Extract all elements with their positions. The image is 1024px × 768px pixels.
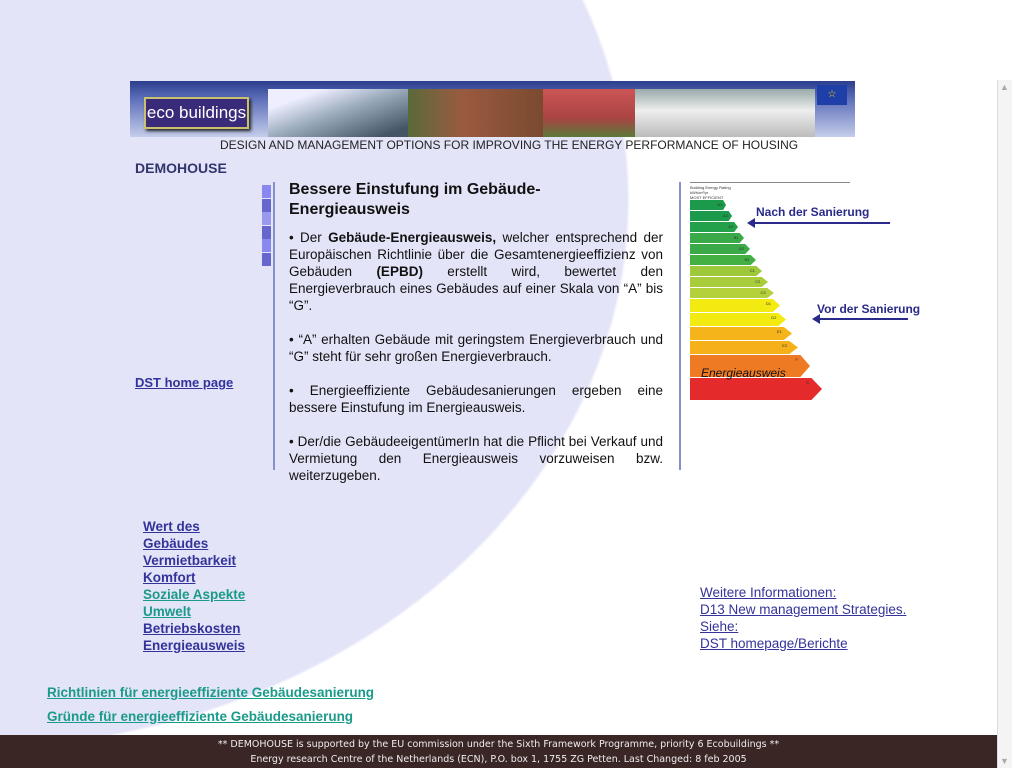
more-info: Weitere Informationen: D13 New managemen…: [700, 584, 940, 652]
rating-bar-B2: B2: [690, 244, 750, 254]
rating-grade: E1: [776, 329, 782, 334]
info-link[interactable]: DST homepage/Berichte: [700, 636, 848, 651]
nav-link[interactable]: Komfort: [143, 570, 196, 585]
rating-grade: F: [795, 357, 798, 362]
paragraph: • Der Gebäude-Energieausweis, welcher en…: [289, 230, 663, 313]
rating-bar-E1: E1: [690, 327, 792, 340]
rating-grade: D1: [765, 301, 771, 306]
rating-bar-G: G: [690, 378, 822, 400]
background-band: [0, 80, 130, 180]
bottom-links: Richtlinien für energieeffiziente Gebäud…: [47, 681, 374, 729]
nav-link[interactable]: Soziale Aspekte: [143, 587, 246, 602]
rating-bar-E2: E2: [690, 341, 798, 354]
header-banner: eco buildings ☆: [130, 81, 855, 137]
main-text: • Der Gebäude-Energieausweis, welcher en…: [289, 229, 663, 501]
rating-grade: C1: [749, 268, 755, 273]
reasons-link[interactable]: Gründe für energieeffiziente Gebäudesani…: [47, 709, 354, 724]
chart-header: Building Energy Rating kWh/m²/yr MOST EFFI…: [690, 182, 850, 200]
rating-bar-B3: B3: [690, 255, 756, 265]
tagline: DESIGN AND MANAGEMENT OPTIONS FOR IMPROV…: [220, 138, 799, 152]
ecobuildings-logo[interactable]: eco buildings: [144, 97, 249, 129]
paragraph: • “A” erhalten Gebäude mit geringstem En…: [289, 332, 663, 364]
building-photo: [408, 89, 543, 137]
divider: [679, 182, 681, 470]
nav-link[interactable]: Betriebskosten: [143, 621, 241, 636]
info-link[interactable]: Siehe:: [700, 619, 739, 634]
eu-flag-icon: ☆: [817, 85, 847, 105]
footer-line: Energy research Centre of the Netherland…: [250, 754, 747, 765]
building-photo: [268, 89, 408, 137]
topic-nav: Wert des Gebäudes Vermietbarkeit Komfort…: [143, 518, 245, 654]
after-renovation-label: Nach der Sanierung: [756, 205, 870, 219]
rating-bar-A2: A2: [690, 211, 732, 221]
rating-grade: A1: [717, 202, 723, 207]
footer-line: ** DEMOHOUSE is supported by the EU comm…: [217, 739, 780, 750]
scroll-up-icon[interactable]: ▲: [1000, 82, 1009, 92]
rating-grade: A2: [722, 213, 728, 218]
rating-grade: C2: [755, 279, 761, 284]
rating-bar-C2: C2: [690, 277, 768, 287]
arrow-left-icon: [747, 218, 890, 228]
rating-bar-F: F: [690, 355, 810, 377]
rating-bar-D1: D1: [690, 299, 780, 312]
building-photo: [543, 89, 635, 137]
rating-grade: C3: [760, 290, 766, 295]
nav-link[interactable]: Wert des: [143, 519, 200, 534]
rating-grade: D2: [771, 315, 777, 320]
building-photo: [635, 89, 815, 137]
scroll-down-icon[interactable]: ▼: [1000, 756, 1009, 766]
rating-bar-C3: C3: [690, 288, 774, 298]
page-title: Bessere Einstufung im Gebäude-Energieaus…: [289, 181, 541, 218]
rating-grade: B2: [739, 246, 744, 251]
rating-grade: B3: [744, 257, 750, 262]
info-link[interactable]: D13 New management Strategies.: [700, 602, 907, 617]
figure-caption: Energieausweis: [701, 366, 786, 380]
nav-link[interactable]: Vermietbarkeit: [143, 553, 237, 568]
nav-link[interactable]: Energieausweis: [143, 638, 246, 653]
arrow-left-icon: [812, 314, 908, 324]
paragraph: • Energieeffiziente Gebäudesanierungen e…: [289, 383, 663, 415]
dst-home-link[interactable]: DST home page: [135, 375, 234, 390]
divider: [273, 182, 275, 470]
before-renovation-label: Vor der Sanierung: [817, 302, 921, 316]
info-link[interactable]: Weitere Informationen:: [700, 585, 837, 600]
nav-link[interactable]: Gebäudes: [143, 536, 209, 551]
rating-bar-A3: A3: [690, 222, 738, 232]
scrollbar[interactable]: ▲ ▼: [997, 80, 1012, 768]
footer: ** DEMOHOUSE is supported by the EU comm…: [0, 735, 997, 768]
rating-bar-C1: C1: [690, 266, 762, 276]
rating-grade: A3: [728, 224, 734, 229]
rating-grade: E2: [782, 343, 788, 348]
rating-grade: G: [805, 380, 809, 385]
paragraph: • Der/die GebäudeeigentümerIn hat die Pf…: [289, 434, 663, 483]
rating-bar-A1: A1: [690, 200, 726, 210]
guidelines-link[interactable]: Richtlinien für energieeffiziente Gebäud…: [47, 685, 375, 700]
rating-grade: B1: [733, 235, 739, 240]
rating-bar-D2: D2: [690, 313, 786, 326]
rating-bar-B1: B1: [690, 233, 744, 243]
section-title: DEMOHOUSE: [135, 160, 227, 176]
nav-link[interactable]: Umwelt: [143, 604, 192, 619]
energy-rating-chart: Building Energy Rating kWh/m²/yr MOST EFFI…: [690, 182, 850, 400]
